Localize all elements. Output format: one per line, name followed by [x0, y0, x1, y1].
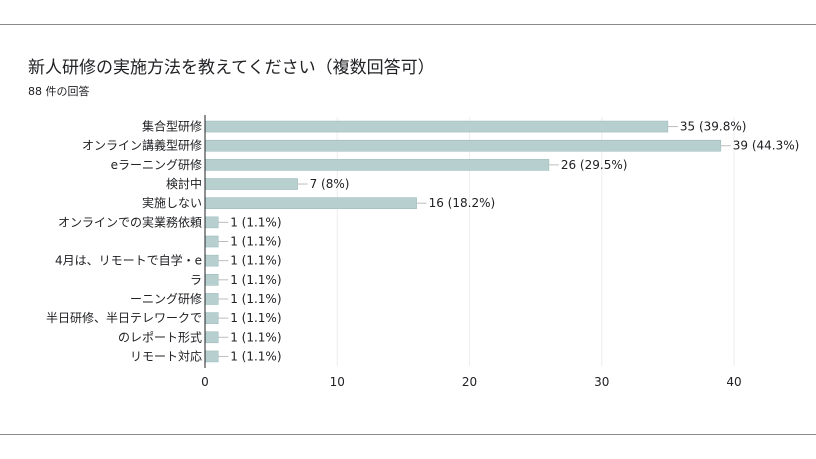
- bar: [204, 216, 219, 229]
- category-label: ーニング研修: [130, 291, 202, 306]
- data-label: 1 (1.1%): [230, 330, 281, 344]
- category-label: eラーニング研修: [111, 157, 202, 172]
- bar: [204, 331, 219, 344]
- x-tick-label: 0: [201, 375, 209, 389]
- x-tick-label: 30: [594, 375, 609, 389]
- data-label: 1 (1.1%): [230, 349, 281, 363]
- category-label: ラ: [190, 273, 202, 287]
- category-label: 4月は、リモートで自学・e: [55, 253, 202, 268]
- bar: [204, 178, 298, 190]
- bar: [204, 312, 219, 324]
- data-label: 39 (44.3%): [733, 139, 800, 153]
- category-label: のレポート形式: [118, 330, 202, 344]
- bar: [204, 139, 722, 152]
- bar: [204, 197, 417, 209]
- bar: [204, 159, 550, 171]
- bar: [204, 274, 219, 286]
- bar: [204, 293, 219, 305]
- bar: [204, 350, 219, 363]
- data-label: 16 (18.2%): [429, 196, 496, 210]
- category-label: オンライン講義型研修: [82, 138, 202, 153]
- category-label: リモート対応: [130, 349, 202, 363]
- bar: [204, 120, 669, 133]
- category-label: 集合型研修: [142, 119, 202, 134]
- bar: [204, 235, 219, 248]
- x-tick-label: 40: [726, 375, 741, 389]
- category-label: 実施しない: [142, 195, 202, 210]
- data-label: 1 (1.1%): [230, 215, 281, 229]
- data-label: 1 (1.1%): [230, 254, 281, 268]
- chart-title: 新人研修の実施方法を教えてください（複数回答可）: [28, 58, 435, 78]
- category-label: 半日研修、半日テレワークで: [46, 310, 202, 325]
- bar-chart: 35 (39.8%) 39 (44.3%) 26 (29.5%) 7 (8%) 16 (…: [46, 115, 800, 389]
- chart-card: 新人研修の実施方法を教えてください（複数回答可） 88 件の回答 35 (39.…: [0, 24, 816, 435]
- data-label: 26 (29.5%): [561, 158, 628, 172]
- category-label: オンラインでの実業務依頼: [58, 214, 202, 229]
- data-label: 1 (1.1%): [230, 235, 281, 249]
- data-label: 1 (1.1%): [230, 311, 281, 325]
- data-label: 7 (8%): [310, 177, 350, 191]
- category-label: 検討中: [166, 176, 202, 191]
- x-tick-label: 20: [462, 375, 477, 389]
- data-label: 1 (1.1%): [230, 292, 281, 306]
- response-count: 88 件の回答: [28, 85, 90, 98]
- data-label: 1 (1.1%): [230, 273, 281, 287]
- x-tick-label: 10: [330, 375, 345, 389]
- data-label: 35 (39.8%): [680, 120, 747, 134]
- bar: [204, 254, 219, 267]
